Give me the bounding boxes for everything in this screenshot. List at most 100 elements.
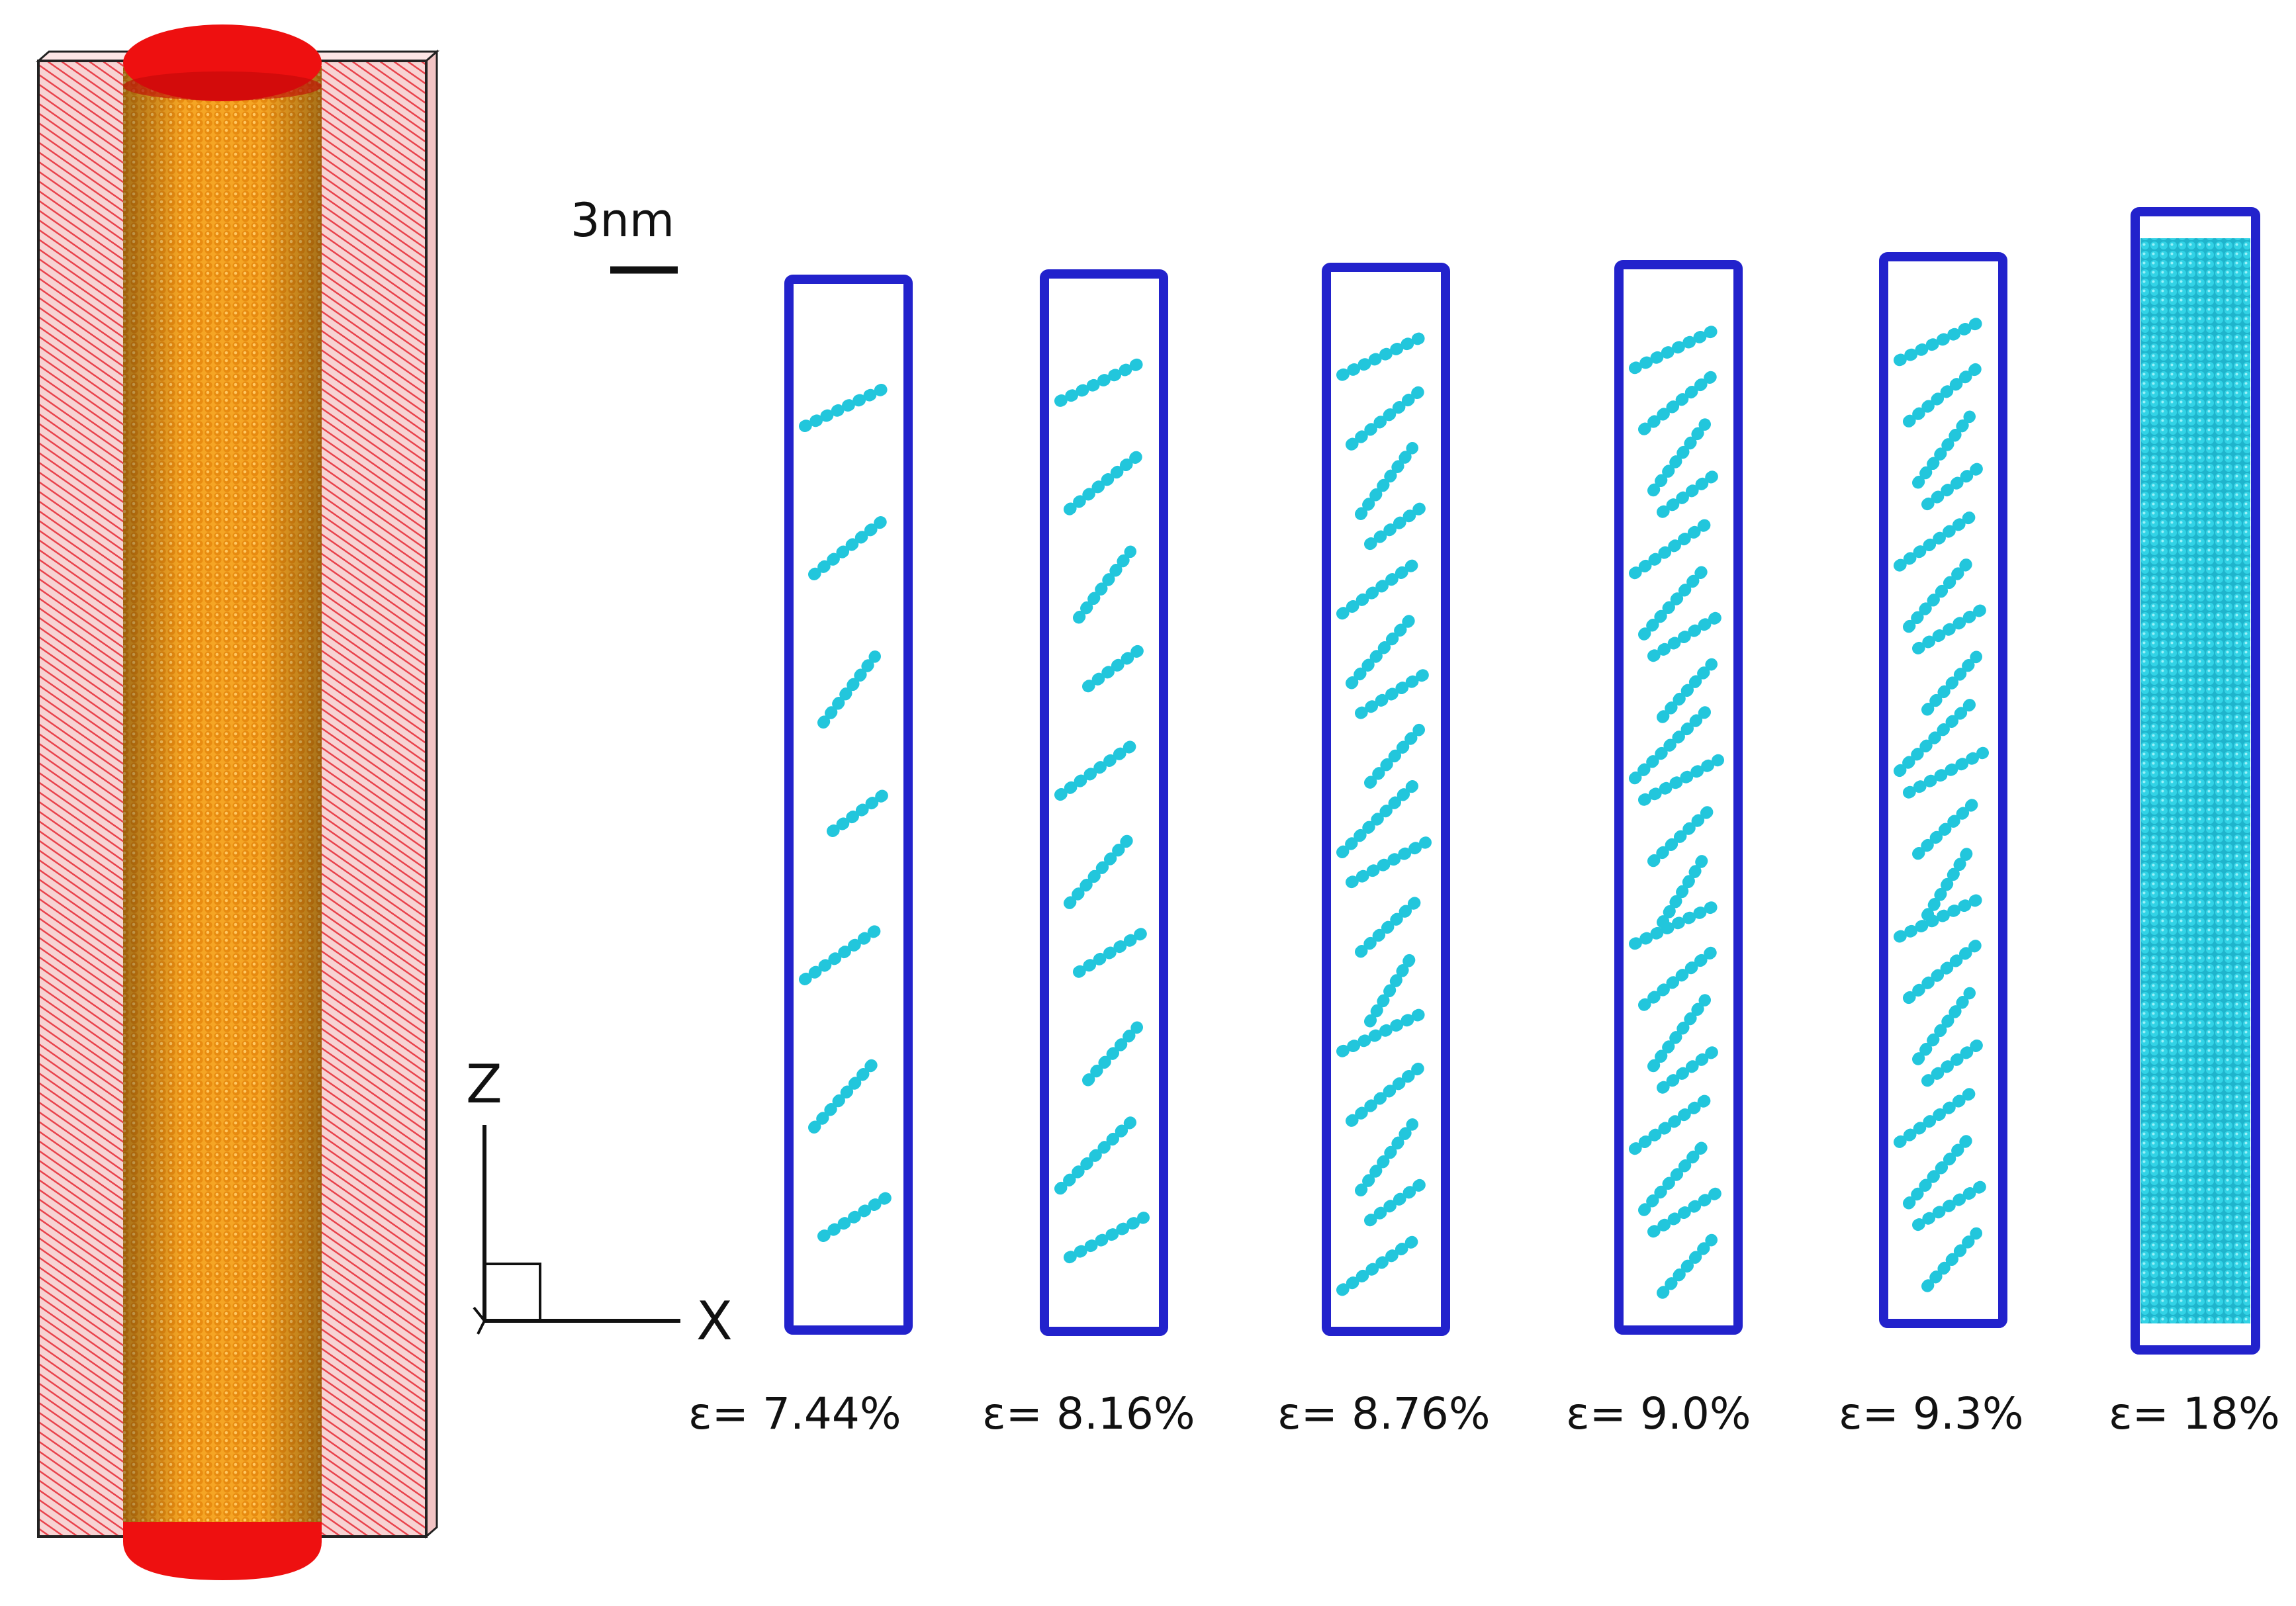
defect-streak bbox=[1336, 555, 1425, 620]
defect-streak bbox=[1903, 746, 1989, 799]
defect-streak bbox=[799, 920, 888, 985]
defect-streak bbox=[1082, 1021, 1143, 1087]
defect-streak bbox=[1629, 898, 1724, 950]
defect-streak bbox=[1894, 699, 1976, 778]
defect-streak bbox=[1336, 1231, 1425, 1296]
defect-streak bbox=[1894, 506, 1982, 572]
scale-bar-label: 3nm bbox=[571, 193, 675, 247]
snapshot-panel-4 bbox=[1614, 260, 1743, 1335]
defect-streak bbox=[1903, 1131, 1976, 1210]
defect-streak bbox=[1647, 802, 1718, 868]
defect-streak bbox=[1638, 1138, 1711, 1216]
defect-streak bbox=[1054, 355, 1150, 407]
defect-streak bbox=[1064, 450, 1143, 515]
defect-streak bbox=[1657, 1233, 1718, 1299]
defect-streak bbox=[1894, 891, 1989, 943]
snapshot-panel-3 bbox=[1322, 263, 1450, 1336]
interior-atoms-block bbox=[2140, 238, 2250, 1323]
defect-streak bbox=[1657, 466, 1724, 518]
defect-streak bbox=[1355, 667, 1432, 719]
defect-streak bbox=[1064, 1212, 1150, 1264]
defect-streak bbox=[1657, 850, 1711, 928]
defect-streak bbox=[1638, 946, 1718, 1011]
surface-atom-frame bbox=[2131, 207, 2260, 1355]
defect-streak bbox=[1912, 795, 1982, 860]
defect-streak bbox=[1073, 545, 1136, 624]
defect-streak bbox=[1629, 706, 1711, 785]
axis-z-label: Z bbox=[466, 1053, 502, 1115]
defect-streak bbox=[1054, 1116, 1136, 1195]
defect-streak bbox=[1647, 994, 1711, 1073]
defect-streak bbox=[1921, 1035, 1989, 1087]
surface-atom-frame bbox=[1614, 260, 1743, 1335]
defect-streak bbox=[1054, 736, 1143, 801]
defect-streak bbox=[1064, 830, 1136, 909]
nanowire-bottom-cap bbox=[123, 1522, 322, 1580]
defect-streak bbox=[1082, 641, 1150, 693]
defect-streak bbox=[1912, 410, 1976, 489]
defect-streak bbox=[808, 515, 888, 580]
defect-streak bbox=[1364, 949, 1418, 1028]
defect-streak bbox=[1921, 1227, 1982, 1292]
defect-streak bbox=[817, 650, 881, 729]
strain-label-5: ε= 9.3% bbox=[1839, 1388, 2024, 1439]
defect-streak bbox=[1921, 459, 1989, 511]
surface-atom-frame bbox=[1040, 269, 1168, 1336]
strain-label-2: ε= 8.16% bbox=[982, 1388, 1195, 1439]
defect-streak bbox=[1638, 754, 1724, 806]
defect-streak bbox=[1336, 780, 1418, 858]
defect-streak bbox=[1921, 650, 1982, 716]
defect-streak bbox=[1364, 1175, 1432, 1227]
defect-streak bbox=[1364, 723, 1425, 789]
defect-streak bbox=[1921, 842, 1976, 921]
defect-streak bbox=[1355, 441, 1418, 520]
slab-side-face bbox=[425, 49, 438, 1539]
defect-streak bbox=[808, 1055, 881, 1134]
surface-atom-frame bbox=[1879, 252, 2007, 1328]
defect-streak bbox=[1647, 418, 1711, 497]
strain-label-6: ε= 18% bbox=[2109, 1388, 2280, 1439]
snapshot-panel-6 bbox=[2131, 207, 2260, 1355]
defect-streak bbox=[1346, 836, 1432, 889]
snapshot-panel-5 bbox=[1879, 252, 2007, 1328]
defect-streak bbox=[1346, 385, 1425, 451]
defect-streak bbox=[1912, 1179, 1989, 1231]
defect-streak bbox=[1364, 498, 1432, 551]
defect-streak bbox=[827, 785, 894, 837]
defect-streak bbox=[1657, 658, 1718, 723]
nanowire-shading bbox=[123, 66, 322, 1542]
defect-streak bbox=[799, 380, 894, 432]
defect-streak bbox=[1657, 1042, 1724, 1094]
defect-streak bbox=[1638, 562, 1711, 641]
defect-streak bbox=[1647, 610, 1724, 662]
defect-streak bbox=[1903, 362, 1982, 427]
defect-streak bbox=[1647, 1186, 1724, 1238]
strain-label-3: ε= 8.76% bbox=[1277, 1388, 1491, 1439]
surface-atom-frame bbox=[784, 275, 913, 1335]
axis-y-tick2 bbox=[477, 1320, 486, 1335]
defect-streak bbox=[1355, 893, 1425, 958]
defect-streak bbox=[1894, 1083, 1982, 1148]
strain-label-1: ε= 7.44% bbox=[688, 1388, 901, 1439]
snapshot-panel-2 bbox=[1040, 269, 1168, 1336]
defect-streak bbox=[1894, 314, 1989, 367]
defect-streak bbox=[1903, 939, 1982, 1004]
axis-x-label: X bbox=[696, 1290, 733, 1352]
snapshot-panels bbox=[784, 207, 2260, 1355]
defect-streak bbox=[1355, 1118, 1418, 1197]
defect-streak bbox=[1073, 926, 1150, 978]
nanowire bbox=[123, 24, 322, 1580]
defect-streak bbox=[1346, 611, 1418, 690]
defect-streak bbox=[817, 1190, 894, 1242]
defect-streak bbox=[1336, 329, 1432, 381]
defect-streak bbox=[1912, 987, 1976, 1065]
defect-streak bbox=[1912, 602, 1989, 654]
defect-streak bbox=[1629, 322, 1724, 375]
defect-streak bbox=[1629, 514, 1718, 580]
defect-streak bbox=[1336, 1005, 1432, 1057]
axis-corner-box bbox=[483, 1263, 541, 1322]
defect-streak bbox=[1346, 1061, 1425, 1127]
snapshot-panel-1 bbox=[784, 275, 913, 1335]
axes-indicator bbox=[473, 1125, 680, 1335]
